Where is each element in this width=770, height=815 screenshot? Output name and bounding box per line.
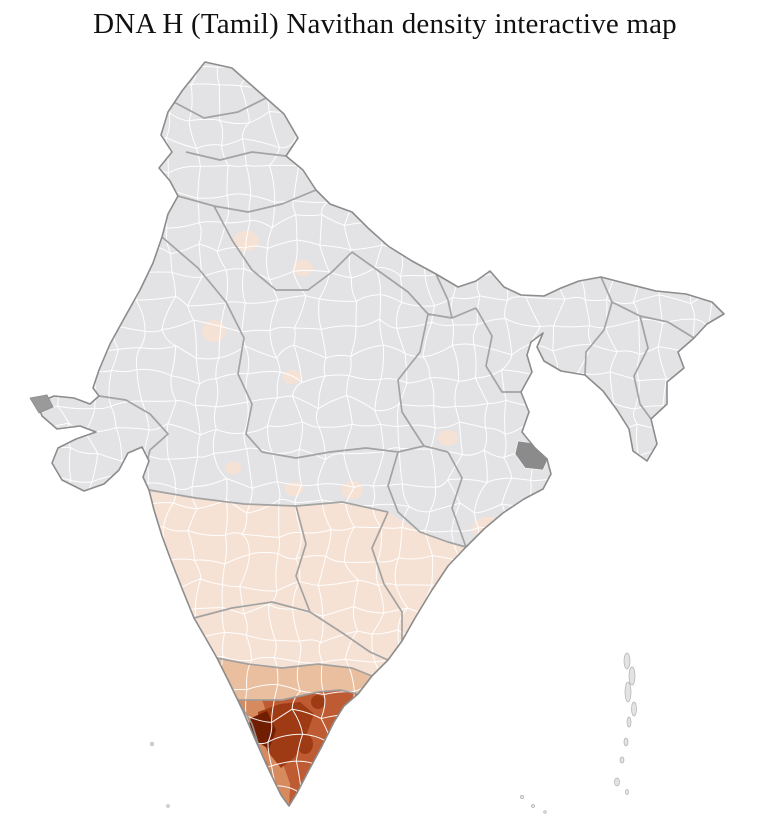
state-boundaries xyxy=(98,97,695,806)
density-zone-level2[interactable] xyxy=(217,658,372,700)
light-density-district[interactable] xyxy=(225,462,241,474)
light-density-district[interactable] xyxy=(438,430,458,446)
island[interactable] xyxy=(628,666,636,686)
island[interactable] xyxy=(150,742,154,746)
high-density-district[interactable] xyxy=(311,695,325,709)
island[interactable] xyxy=(166,804,170,808)
no-data-district-west[interactable] xyxy=(29,394,54,414)
india-landmass[interactable] xyxy=(37,62,724,806)
island[interactable] xyxy=(543,810,547,814)
island[interactable] xyxy=(624,681,632,703)
island[interactable] xyxy=(619,756,625,764)
light-density-district[interactable] xyxy=(283,370,301,384)
island[interactable] xyxy=(626,716,632,728)
island[interactable] xyxy=(520,795,524,799)
island[interactable] xyxy=(614,777,620,787)
map-title: DNA H (Tamil) Navithan density interacti… xyxy=(93,8,677,40)
island[interactable] xyxy=(623,737,629,747)
island[interactable] xyxy=(623,652,631,670)
island[interactable] xyxy=(531,804,535,808)
island[interactable] xyxy=(625,789,629,795)
light-density-district[interactable] xyxy=(293,260,313,276)
island[interactable] xyxy=(631,701,637,717)
islands xyxy=(150,652,637,814)
high-density-district[interactable] xyxy=(256,759,268,777)
